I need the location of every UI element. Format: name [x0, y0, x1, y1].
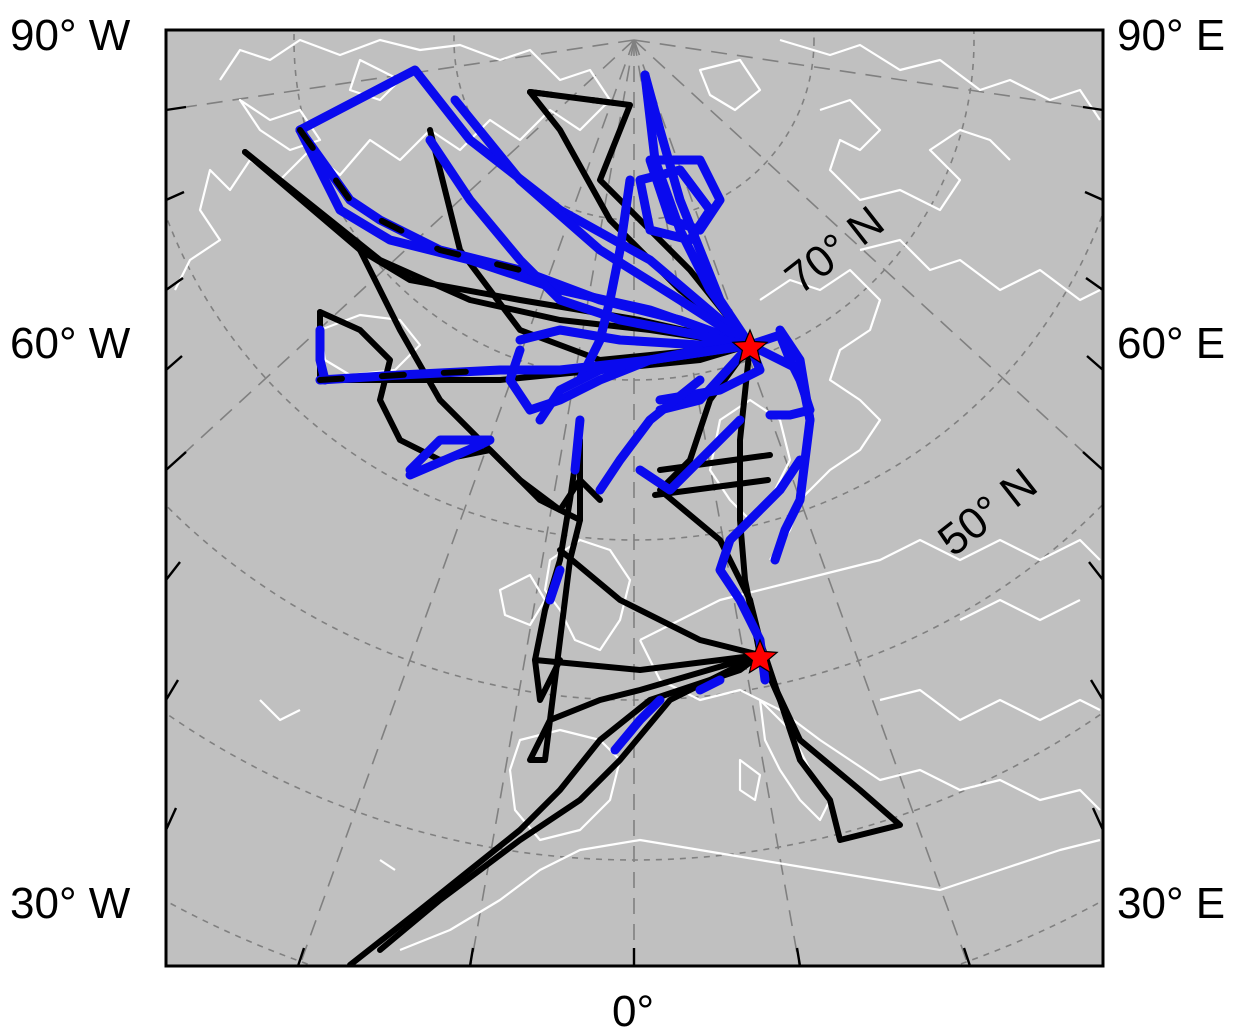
lon-label-30w: 30° W — [10, 879, 131, 928]
lon-label-60w: 60° W — [10, 319, 131, 368]
lon-label-0: 0° — [612, 987, 655, 1036]
coastlines — [174, 38, 1101, 952]
star-markers — [731, 328, 779, 674]
star-marker-south — [741, 638, 779, 674]
lon-label-30e: 30° E — [1117, 879, 1226, 928]
frame-ticks — [164, 105, 1105, 967]
lon-label-90w: 90° W — [10, 11, 131, 60]
tracks-blue — [295, 65, 815, 755]
lon-label-60e: 60° E — [1117, 319, 1226, 368]
tracks-black-overlay — [297, 89, 633, 383]
star-marker-north — [731, 328, 769, 364]
map-frame — [164, 28, 1105, 968]
lon-label-90e: 90° E — [1117, 11, 1226, 60]
